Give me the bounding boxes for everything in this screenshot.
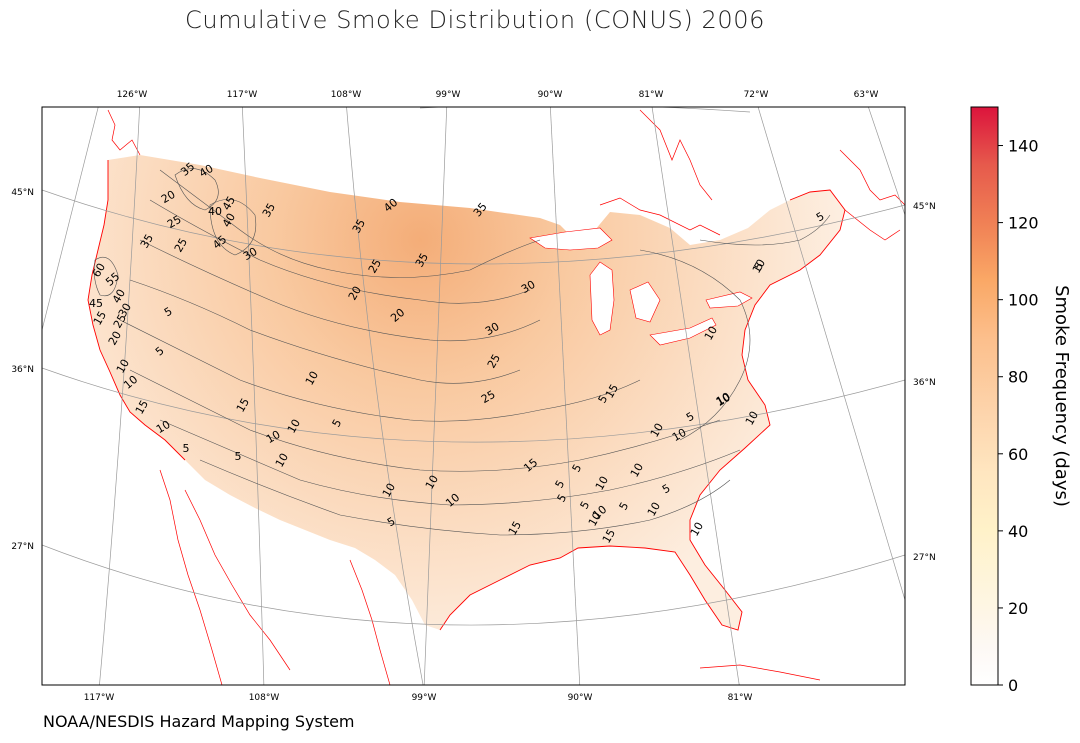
contour-label: 15 <box>91 309 109 328</box>
contour-label: 10 <box>114 357 132 376</box>
contour-label: 10 <box>688 520 706 539</box>
contour-label: 60 <box>90 261 108 280</box>
contour-label: 25 <box>366 257 384 276</box>
graticule <box>42 107 905 685</box>
conus-coastline <box>87 160 846 631</box>
contour-label: 25 <box>165 213 184 231</box>
contour-label: 5 <box>235 450 242 463</box>
contour-label: 15 <box>600 527 618 546</box>
great-lakes <box>529 227 753 346</box>
right-lat-labels: 45°N 36°N 27°N <box>913 202 936 563</box>
colorbar-label: Smoke Frequency (days) <box>1051 285 1072 507</box>
lat-label-right: 45°N <box>913 202 936 212</box>
contour-label: 35 <box>138 232 156 251</box>
bottom-lon-labels: 117°W 108°W 99°W 90°W 81°W <box>84 693 753 703</box>
lon-label-bottom: 108°W <box>249 693 280 703</box>
contour-label: 10 <box>423 473 441 492</box>
contour-label: 10 <box>593 474 611 493</box>
contour-label: 10 <box>714 390 733 408</box>
lat-label-left: 27°N <box>11 542 34 552</box>
colorbar-gradient <box>971 107 998 685</box>
colorbar-tick-label: 60 <box>1008 445 1028 464</box>
colorbar-tick-label: 120 <box>1008 214 1039 233</box>
contour-label: 30 <box>116 301 134 320</box>
colorbar-tick-label: 40 <box>1008 522 1028 541</box>
mexico-outline <box>159 469 821 685</box>
contour-label: 15 <box>133 398 151 417</box>
lon-label-top: 99°W <box>436 90 461 100</box>
colorbar-ticks: 0 20 40 60 80 100 120 140 <box>998 137 1039 695</box>
left-lat-labels: 45°N 36°N 27°N <box>11 188 34 552</box>
top-lon-labels: 126°W 117°W 108°W 99°W 90°W 81°W 72°W 63… <box>117 90 879 100</box>
colorbar-tick-label: 20 <box>1008 599 1028 618</box>
colorbar-tick-label: 0 <box>1008 676 1018 695</box>
colorbar: 0 20 40 60 80 100 120 140 Smoke Frequency (days… <box>970 106 1072 695</box>
contour-label: 25 <box>172 236 190 255</box>
contour-label: 15 <box>506 519 524 538</box>
contour-label: 5 <box>183 442 190 455</box>
contour-label: 15 <box>603 382 621 401</box>
lon-label-top: 81°W <box>639 90 664 100</box>
contour-label: 40 <box>220 211 238 230</box>
conus-land <box>88 155 845 630</box>
contour-lines <box>93 168 831 536</box>
colorbar-border <box>970 106 999 686</box>
contour-label: 10 <box>154 418 173 436</box>
colorbar-tick-label: 100 <box>1008 291 1039 310</box>
credit-text: NOAA/NESDIS Hazard Mapping System <box>43 712 355 731</box>
contour-label: 10 <box>702 324 720 343</box>
contour-label: 20 <box>106 329 124 348</box>
north-coast-outline <box>107 109 905 241</box>
contour-label: 30 <box>241 245 260 263</box>
lon-label-top: 108°W <box>331 90 362 100</box>
contour-label: 35 <box>350 217 368 236</box>
contour-label: 35 <box>413 251 431 270</box>
contour-label: 10 <box>628 461 646 480</box>
contour-label: 10 <box>273 451 291 470</box>
contour-label: 10 <box>264 428 283 446</box>
contour-label: 10 <box>285 417 303 436</box>
contour-label: 35 <box>260 201 278 220</box>
contour-label: 15 <box>234 396 252 415</box>
map-border <box>41 106 906 686</box>
lon-label-top: 90°W <box>538 90 563 100</box>
lat-label-left: 36°N <box>11 365 34 375</box>
contour-label: 20 <box>159 188 178 206</box>
lon-label-bottom: 117°W <box>84 693 115 703</box>
contour-label: 40 <box>197 162 216 180</box>
lon-label-top: 126°W <box>117 90 148 100</box>
contour-label: 10 <box>714 391 733 409</box>
contour-label: 30 <box>483 320 502 338</box>
contour-label: 10 <box>303 369 321 388</box>
contour-label: 25 <box>479 388 498 406</box>
contour-label: 25 <box>111 312 129 331</box>
contour-label: 20 <box>346 284 364 303</box>
colorbar-tick-label: 80 <box>1008 368 1028 387</box>
contour-label: 10 <box>648 421 666 440</box>
lon-label-top: 63°W <box>854 90 879 100</box>
contour-label: 25 <box>485 352 503 371</box>
contour-label: 45 <box>89 297 103 310</box>
chart-title: Cumulative Smoke Distribution (CONUS) 20… <box>184 6 766 34</box>
lon-label-bottom: 90°W <box>568 693 593 703</box>
contour-label: 10 <box>670 426 689 444</box>
lat-label-right: 36°N <box>913 378 936 388</box>
contour-label: 10 <box>380 481 398 500</box>
contour-label: 45 <box>220 194 238 213</box>
lat-label-right: 27°N <box>913 553 936 563</box>
contour-label: 40 <box>110 287 128 306</box>
contour-label: 40 <box>208 205 222 218</box>
colorbar-tick-label: 140 <box>1008 137 1039 156</box>
contour-label: 10 <box>586 510 604 529</box>
lon-label-bottom: 81°W <box>728 693 753 703</box>
lon-label-bottom: 99°W <box>412 693 437 703</box>
lat-label-left: 45°N <box>11 188 34 198</box>
contour-label: 10 <box>743 409 761 428</box>
contour-label: 10 <box>645 500 663 519</box>
lon-label-top: 117°W <box>227 90 258 100</box>
contour-label: 30 <box>519 278 538 296</box>
lon-label-top: 72°W <box>744 90 769 100</box>
contour-label: 10 <box>750 257 768 276</box>
